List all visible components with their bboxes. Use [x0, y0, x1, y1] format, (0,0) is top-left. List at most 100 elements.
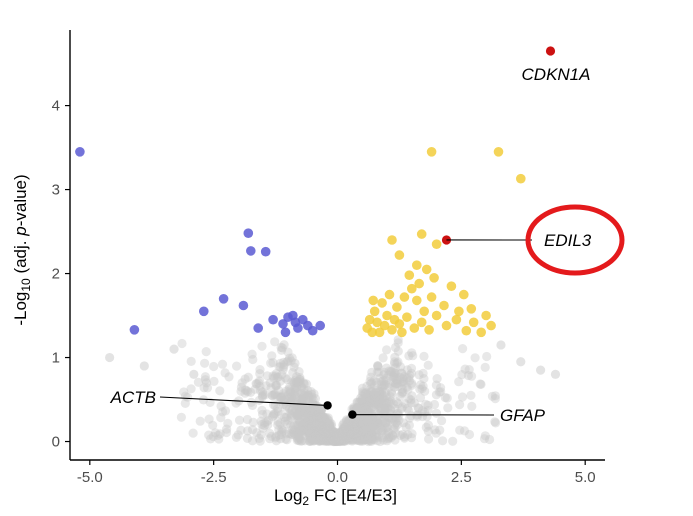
- ns-point: [327, 433, 337, 443]
- ns-point: [277, 370, 287, 380]
- ns-point: [265, 378, 275, 388]
- ns-point: [328, 427, 338, 437]
- ns-point: [356, 417, 366, 428]
- ns-point: [338, 430, 348, 440]
- ns-point: [294, 433, 304, 443]
- ns-point: [359, 395, 369, 405]
- ns-point: [458, 344, 468, 354]
- ns-point: [325, 430, 335, 440]
- ns-point: [335, 431, 345, 441]
- ns-point: [470, 353, 480, 363]
- ns-point: [266, 383, 276, 393]
- ns-point: [263, 415, 274, 425]
- ns-point: [294, 367, 304, 377]
- ns-point: [334, 436, 344, 446]
- ns-point: [350, 429, 360, 439]
- ns-point: [368, 426, 378, 436]
- ns-point: [318, 427, 329, 437]
- ns-point: [339, 433, 349, 443]
- ns-point: [362, 394, 372, 404]
- ns-point: [199, 383, 209, 393]
- ns-point: [347, 436, 357, 446]
- ns-point: [417, 384, 427, 394]
- ns-point: [267, 351, 277, 361]
- ns-point: [372, 377, 382, 388]
- ns-point: [334, 436, 344, 446]
- ns-point: [362, 381, 372, 391]
- ns-point: [327, 427, 337, 437]
- y-axis-title: -Log10 (adj. p-value): [11, 174, 33, 325]
- highlight-circle: [525, 204, 625, 276]
- up-point: [446, 281, 457, 292]
- ns-point: [421, 422, 431, 432]
- ns-point: [344, 425, 354, 435]
- ns-point: [295, 375, 305, 385]
- ns-point: [390, 435, 400, 445]
- ns-point: [298, 394, 308, 404]
- ns-point: [330, 435, 340, 445]
- ns-point: [357, 402, 367, 412]
- ns-point: [361, 427, 371, 437]
- ns-point: [394, 410, 404, 420]
- ns-point: [317, 436, 327, 446]
- ns-point: [377, 425, 387, 435]
- ns-point: [322, 426, 333, 436]
- ns-point: [307, 411, 318, 421]
- ns-point: [339, 436, 349, 446]
- ns-point: [315, 425, 325, 435]
- ns-point: [312, 420, 322, 430]
- ns-point: [204, 430, 214, 440]
- ns-point: [460, 364, 470, 374]
- ns-point: [301, 418, 312, 428]
- ns-point: [313, 413, 323, 423]
- ns-point: [332, 435, 342, 445]
- up-point: [429, 273, 439, 283]
- ns-point: [359, 435, 369, 445]
- ns-point: [307, 389, 317, 399]
- ns-point: [325, 421, 335, 431]
- ns-point: [314, 416, 324, 426]
- ns-point: [404, 406, 414, 416]
- ns-point: [364, 432, 374, 442]
- ns-point: [319, 421, 329, 431]
- ns-point: [331, 435, 341, 445]
- ns-point: [336, 430, 346, 440]
- ns-point: [416, 380, 426, 390]
- ns-point: [375, 436, 385, 447]
- ns-point: [302, 404, 313, 414]
- ns-point: [373, 362, 383, 372]
- up-point: [481, 310, 491, 321]
- ns-point: [280, 412, 290, 422]
- ns-point: [218, 407, 228, 417]
- ns-point: [242, 386, 252, 396]
- ns-point: [339, 431, 349, 441]
- ns-point: [193, 377, 203, 387]
- ns-point: [253, 378, 264, 388]
- ns-point: [307, 422, 317, 432]
- ns-point: [371, 386, 381, 396]
- ns-point: [292, 403, 303, 413]
- ns-point: [301, 412, 311, 422]
- ns-point: [279, 357, 289, 367]
- ns-point: [381, 403, 391, 413]
- ns-point: [318, 425, 328, 435]
- ns-point: [406, 433, 417, 443]
- ns-point: [361, 399, 371, 409]
- ns-point: [397, 387, 407, 397]
- ns-point: [258, 389, 268, 400]
- ns-point: [221, 427, 232, 438]
- ns-point: [246, 387, 256, 397]
- ns-point: [188, 428, 198, 438]
- ns-point: [292, 435, 302, 445]
- ns-point: [293, 435, 303, 445]
- ns-point: [289, 425, 299, 435]
- up-point: [476, 327, 487, 338]
- ns-point: [315, 432, 326, 442]
- ns-point: [377, 396, 387, 406]
- ns-point: [338, 435, 348, 446]
- ns-point: [442, 393, 452, 403]
- ns-point: [370, 391, 381, 401]
- ns-point: [314, 436, 325, 446]
- ns-point: [341, 429, 351, 439]
- ns-point: [313, 405, 323, 415]
